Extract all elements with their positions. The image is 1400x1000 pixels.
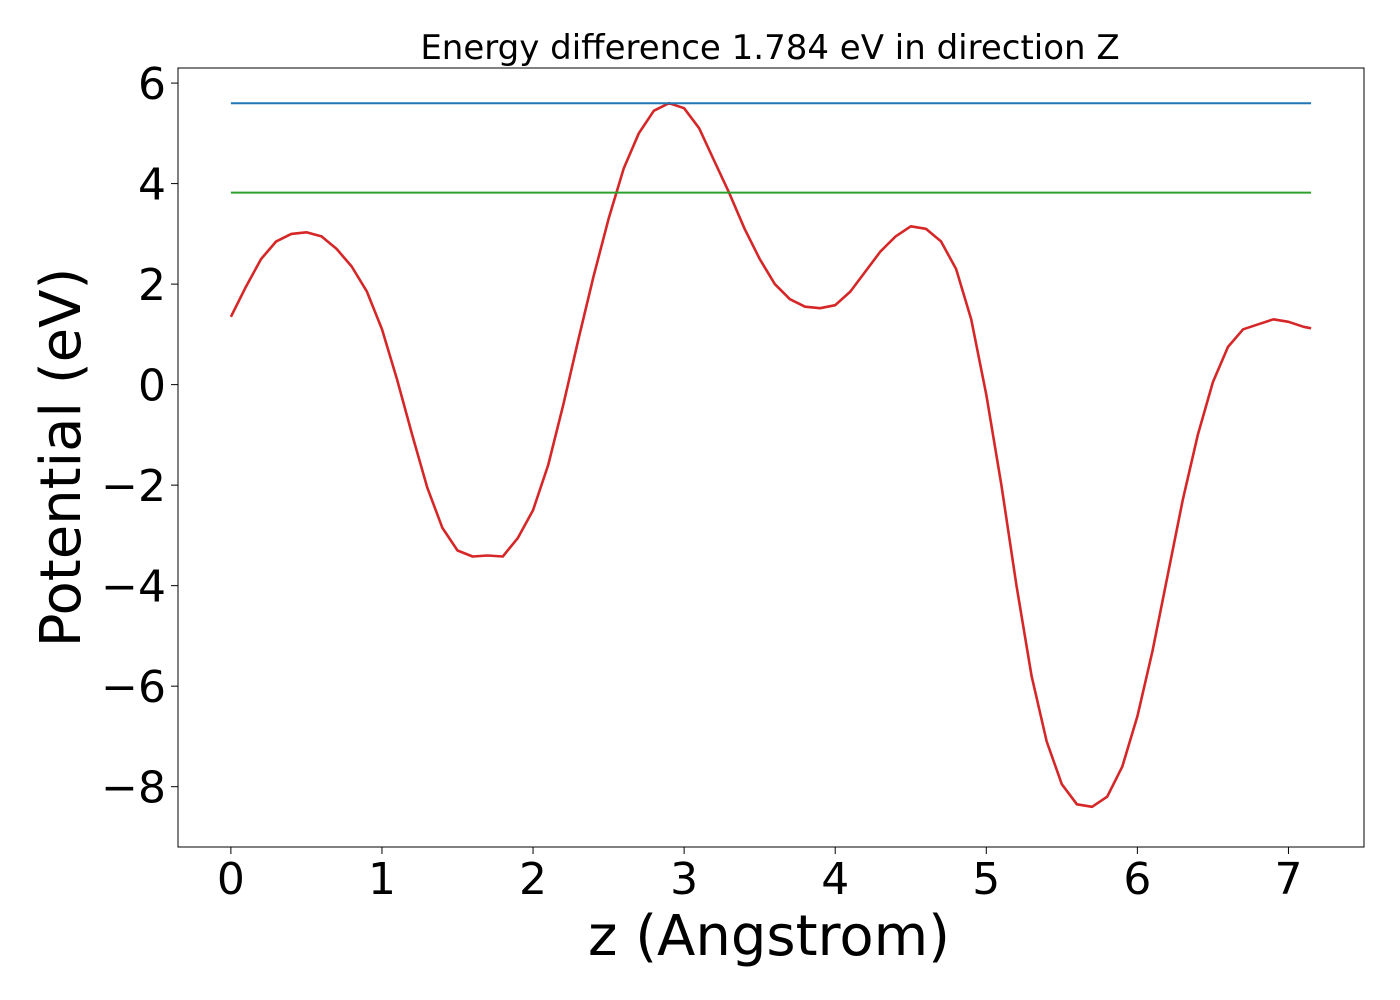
plot-frame bbox=[177, 67, 1365, 848]
x-tick-label: 3 bbox=[670, 854, 698, 905]
y-tick-label: 4 bbox=[138, 160, 166, 211]
y-tick-label: −2 bbox=[101, 461, 166, 512]
y-axis-ticks: −8 −6 −4 −2 0 2 4 6 bbox=[101, 59, 178, 814]
series-line-0 bbox=[229, 101, 1312, 809]
x-tick-label: 7 bbox=[1274, 854, 1302, 905]
x-tick-label: 1 bbox=[368, 854, 396, 905]
y-axis-label: Potential (eV) bbox=[29, 268, 94, 648]
y-tick-label: −4 bbox=[101, 562, 166, 613]
y-tick-label: −6 bbox=[101, 662, 166, 713]
y-tick-label: 0 bbox=[138, 361, 166, 412]
y-tick-label: 6 bbox=[138, 59, 166, 110]
series-layer bbox=[229, 101, 1312, 809]
x-tick-label: 4 bbox=[821, 854, 849, 905]
y-tick-label: −8 bbox=[101, 763, 166, 814]
x-tick-label: 5 bbox=[972, 854, 1000, 905]
y-tick-label: 2 bbox=[138, 260, 166, 311]
x-tick-label: 0 bbox=[217, 854, 245, 905]
x-axis-label: z (Angstrom) bbox=[588, 904, 950, 969]
x-tick-label: 2 bbox=[519, 854, 547, 905]
x-tick-label: 6 bbox=[1123, 854, 1151, 905]
x-axis-ticks: 0 1 2 3 4 5 6 7 bbox=[217, 847, 1302, 905]
chart-title: Energy difference 1.784 eV in direction … bbox=[420, 28, 1119, 68]
